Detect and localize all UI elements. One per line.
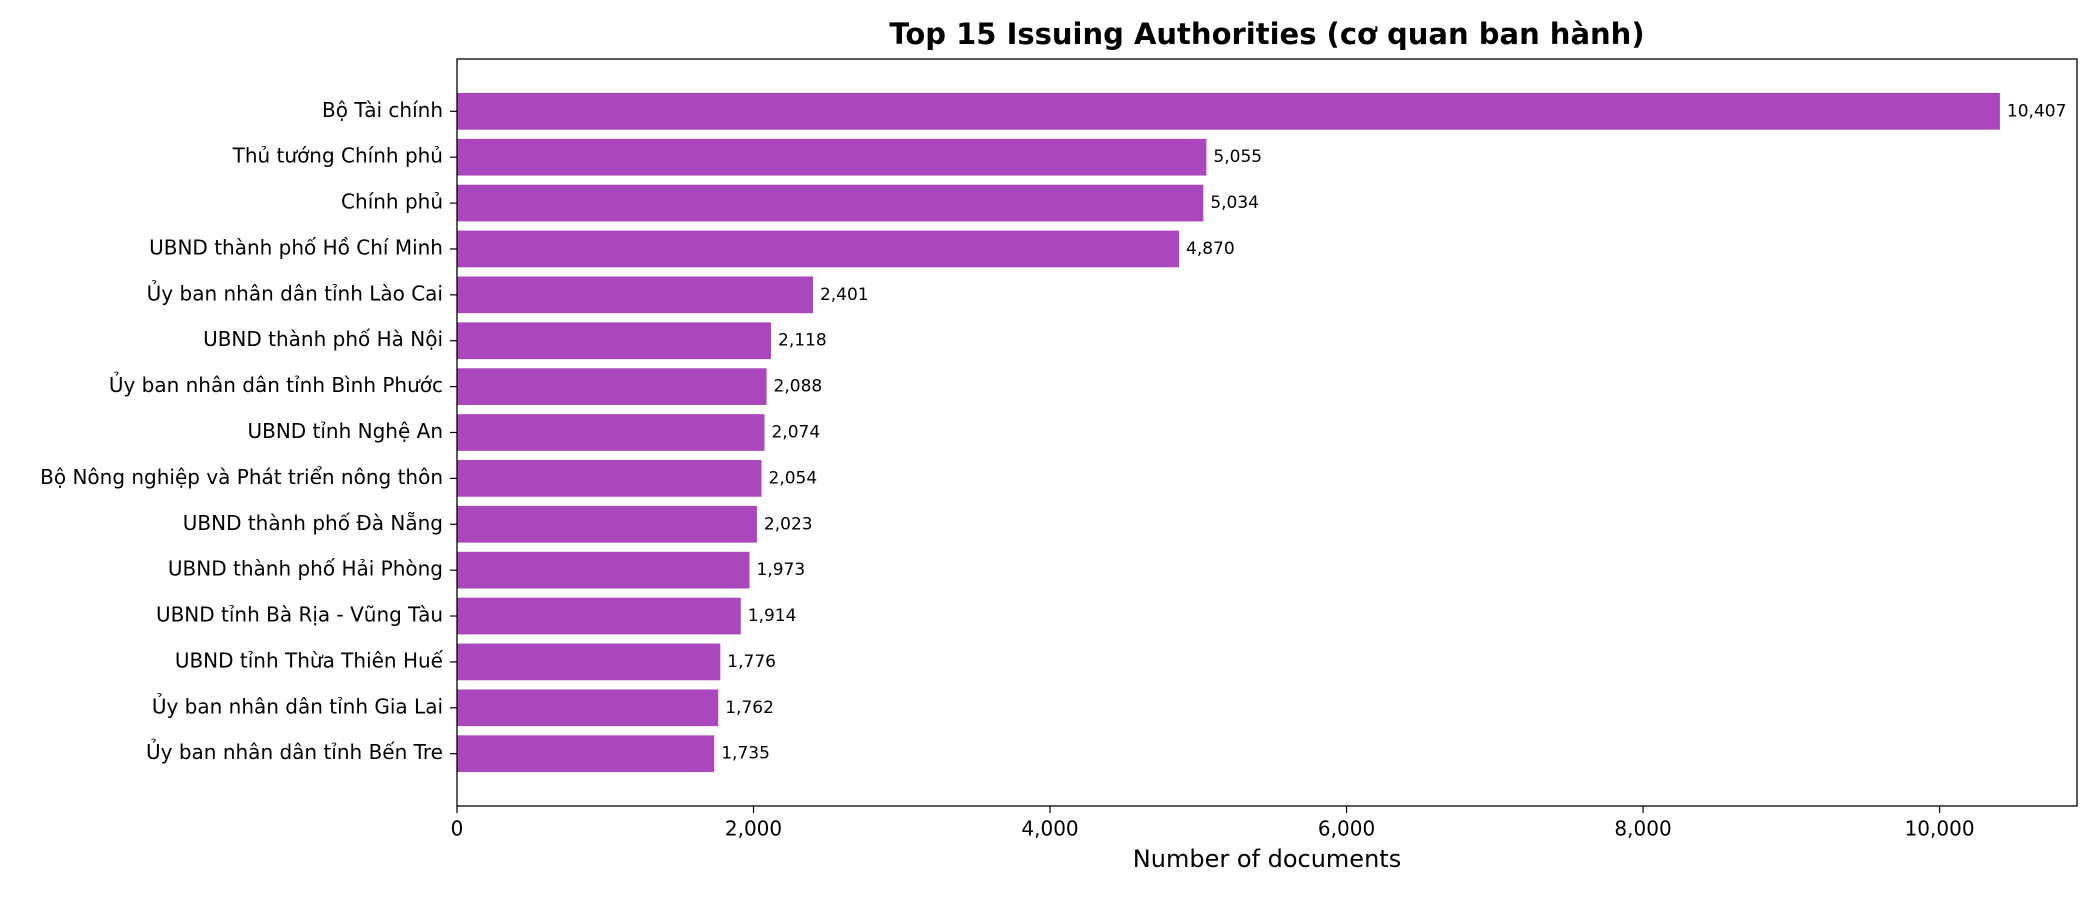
bar (457, 597, 741, 635)
x-tick-label: 10,000 (1905, 817, 1975, 841)
x-axis-label: Number of documents (1133, 845, 1401, 873)
bar (457, 184, 1204, 222)
value-label: 5,034 (1210, 193, 1259, 213)
y-tick-label: Thủ tướng Chính phủ (232, 144, 443, 168)
y-tick-label: Chính phủ (341, 190, 443, 214)
x-tick-label: 8,000 (1614, 817, 1671, 841)
y-tick-label: UBND thành phố Hồ Chí Minh (149, 235, 443, 259)
bar (457, 505, 757, 543)
value-label: 5,055 (1213, 147, 1262, 167)
x-tick-label: 0 (451, 817, 464, 841)
value-label: 1,776 (727, 652, 776, 672)
value-label: 1,914 (748, 606, 797, 626)
bar (457, 414, 765, 451)
x-tick-label: 4,000 (1021, 817, 1078, 841)
y-tick-label: Ủy ban nhân dân tỉnh Lào Cai (147, 280, 443, 305)
bar (457, 368, 767, 405)
bar (457, 735, 715, 773)
x-tick-label: 2,000 (725, 817, 782, 841)
y-tick-label: Ủy ban nhân dân tỉnh Bình Phước (109, 372, 443, 397)
chart-title: Top 15 Issuing Authorities (cơ quan ban … (889, 17, 1644, 51)
bar (457, 92, 2000, 130)
value-label: 2,074 (771, 423, 820, 443)
y-tick-label: Ủy ban nhân dân tỉnh Bến Tre (146, 739, 443, 764)
y-tick-label: UBND tỉnh Thừa Thiên Huế (175, 648, 444, 672)
y-tick-label: UBND thành phố Hải Phòng (168, 557, 443, 581)
value-label: 4,870 (1186, 239, 1235, 259)
value-label: 2,054 (769, 468, 818, 488)
bar (457, 230, 1180, 268)
bar (457, 138, 1207, 176)
bar (457, 460, 762, 497)
x-tick-label: 6,000 (1318, 817, 1375, 841)
bar (457, 276, 813, 314)
plot-frame (456, 58, 2078, 807)
y-tick-label: Bộ Tài chính (322, 98, 443, 122)
value-label: 2,118 (778, 331, 827, 351)
bar (457, 322, 772, 360)
value-label: 1,735 (721, 744, 770, 764)
value-label: 1,762 (725, 698, 774, 718)
value-label: 2,023 (764, 514, 813, 534)
bar (457, 551, 750, 589)
y-tick-label: UBND tỉnh Bà Rịa - Vũng Tàu (156, 603, 443, 627)
bar (457, 643, 721, 681)
y-tick-label: UBND thành phố Đà Nẵng (183, 511, 443, 535)
value-label: 2,088 (774, 377, 823, 397)
bar (457, 689, 719, 727)
y-tick-label: UBND thành phố Hà Nội (203, 327, 443, 351)
y-tick-label: Ủy ban nhân dân tỉnh Gia Lai (152, 693, 443, 718)
value-label: 10,407 (2007, 101, 2066, 121)
y-tick-label: UBND tỉnh Nghệ An (247, 419, 443, 443)
y-tick-label: Bộ Nông nghiệp và Phát triển nông thôn (40, 465, 443, 489)
value-label: 2,401 (820, 285, 869, 305)
value-label: 1,973 (757, 560, 806, 580)
